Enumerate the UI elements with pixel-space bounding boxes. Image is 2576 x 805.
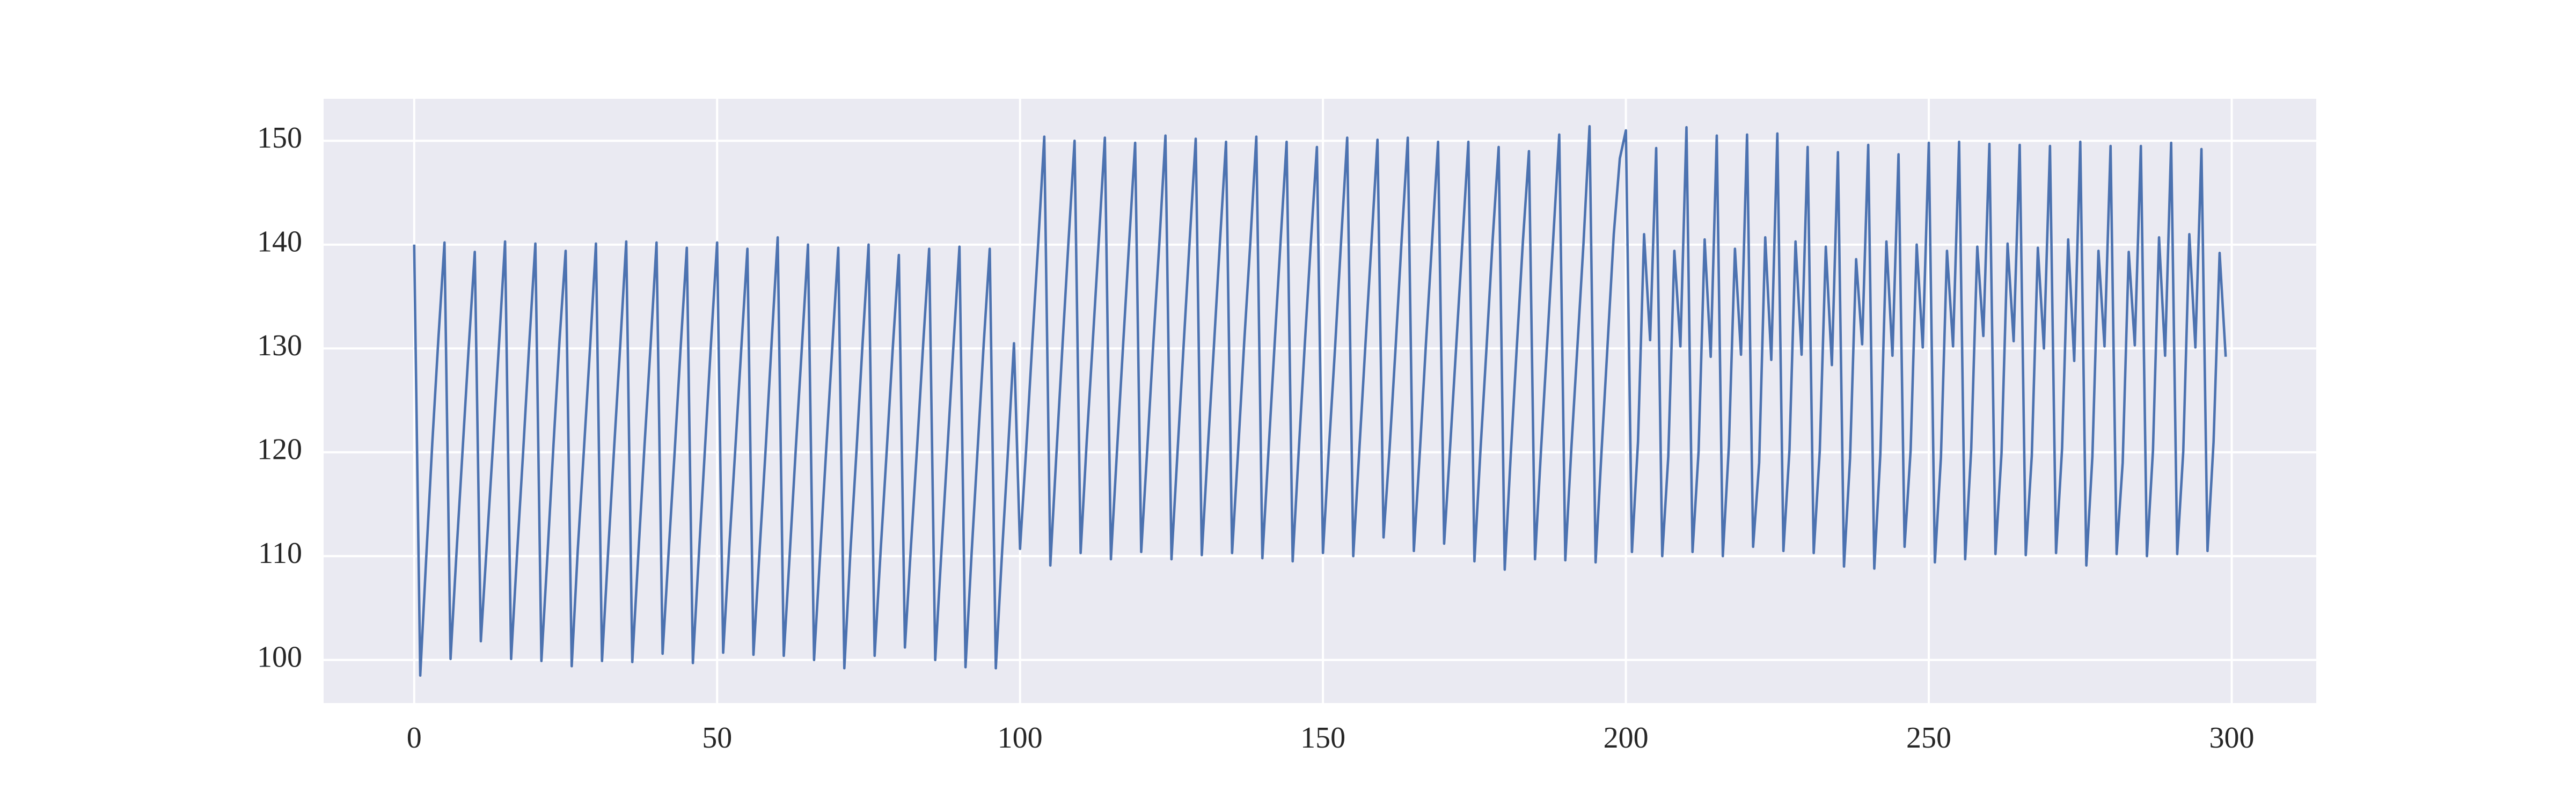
x-tick-label: 100 — [998, 721, 1043, 755]
x-tick-label: 50 — [702, 721, 732, 755]
x-tick-label: 200 — [1604, 721, 1649, 755]
x-tick-label: 0 — [407, 721, 422, 755]
y-tick-label: 130 — [257, 329, 302, 362]
y-tick-label: 110 — [258, 537, 302, 570]
x-tick-label: 300 — [2209, 721, 2255, 755]
y-tick-label: 140 — [257, 225, 302, 259]
x-tick-label: 250 — [1906, 721, 1951, 755]
x-tick-label: 150 — [1300, 721, 1345, 755]
y-tick-label: 100 — [257, 641, 302, 674]
y-tick-label: 120 — [257, 433, 302, 466]
y-tick-label: 150 — [257, 121, 302, 155]
data-line — [413, 125, 2227, 677]
